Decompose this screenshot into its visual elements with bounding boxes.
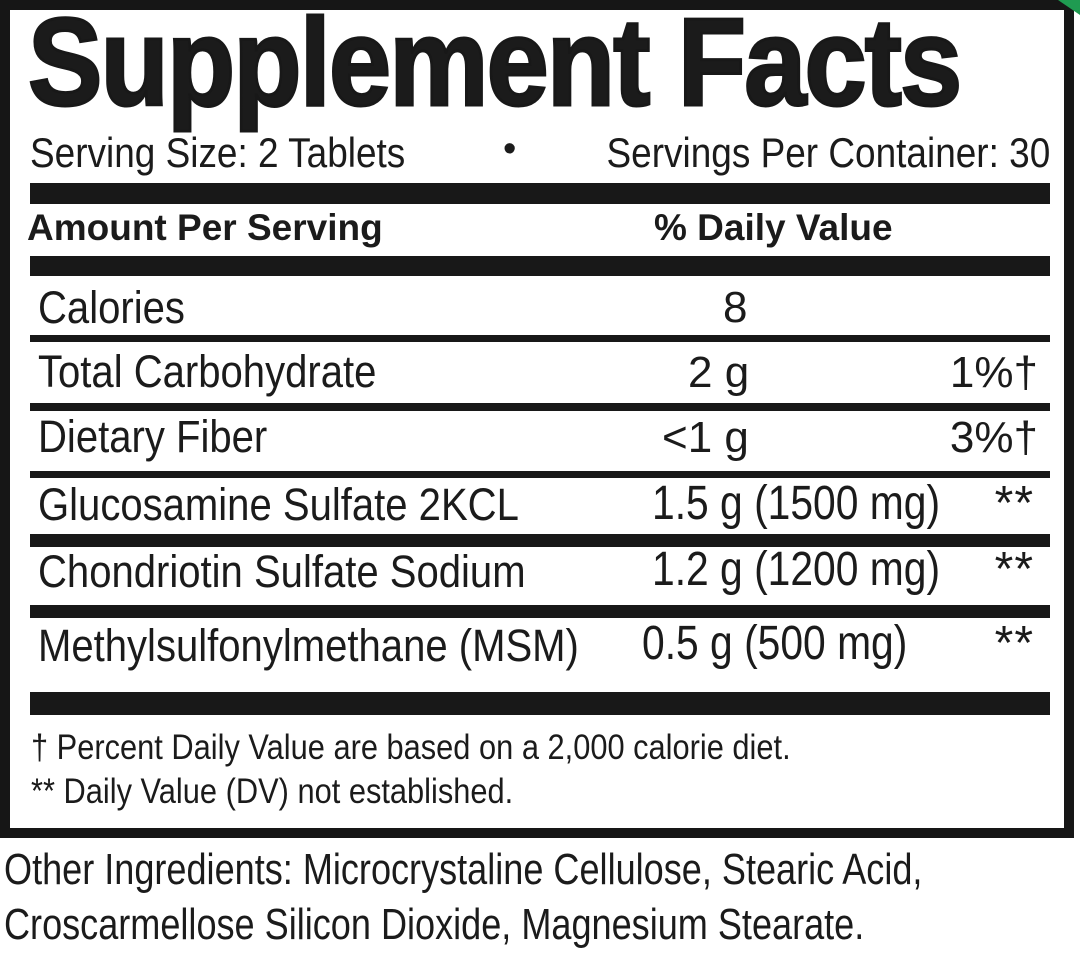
row-dv-glucosamine: **: [994, 477, 1034, 530]
divider-line: [30, 403, 1050, 411]
row-name-dietary-fiber: Dietary Fiber: [38, 411, 268, 462]
divider-medium: [30, 605, 1050, 618]
other-ingredients-line-1: Other Ingredients: Microcrystaline Cellu…: [4, 845, 923, 894]
row-name-chondriotin: Chondriotin Sulfate Sodium: [38, 546, 526, 597]
row-amount-glucosamine: 1.5 g (1500 mg): [652, 477, 941, 530]
divider-medium: [30, 534, 1050, 547]
divider-thick-header: [30, 256, 1050, 276]
row-dv-chondriotin: **: [994, 543, 1034, 596]
row-dv-msm: **: [994, 617, 1034, 670]
row-dv-dietary-fiber: 3%†: [949, 413, 1038, 462]
amount-per-serving-header: Amount Per Serving: [27, 207, 383, 248]
row-amount-dietary-fiber: <1 g: [662, 413, 749, 462]
row-amount-calories: 8: [723, 283, 748, 332]
other-ingredients-line-2: Croscarmellose Silicon Dioxide, Magnesiu…: [4, 900, 865, 949]
bullet-separator: •: [503, 128, 517, 170]
daily-value-header: % Daily Value: [654, 207, 893, 248]
row-name-glucosamine: Glucosamine Sulfate 2KCL: [38, 479, 519, 530]
divider-thick-top: [30, 183, 1050, 204]
row-name-msm: Methylsulfonylmethane (MSM): [38, 620, 579, 671]
row-name-calories: Calories: [38, 282, 185, 333]
row-dv-total-carbohydrate: 1%†: [949, 348, 1038, 397]
divider-line: [30, 335, 1050, 342]
panel-title: Supplement Facts: [27, 0, 964, 132]
serving-size-text: Serving Size: 2 Tablets: [30, 129, 406, 176]
row-amount-total-carbohydrate: 2 g: [688, 348, 750, 397]
row-amount-msm: 0.5 g (500 mg): [642, 617, 908, 670]
divider-thick-bottom: [30, 692, 1050, 715]
servings-per-container-text: Servings Per Container: 30: [606, 129, 1050, 176]
row-amount-chondriotin: 1.2 g (1200 mg): [652, 543, 941, 596]
footnote-daily-value: † Percent Daily Value are based on a 2,0…: [31, 728, 791, 767]
footnote-dv-not-established: ** Daily Value (DV) not established.: [31, 772, 514, 811]
row-name-total-carbohydrate: Total Carbohydrate: [38, 346, 377, 397]
divider-line: [30, 471, 1050, 478]
